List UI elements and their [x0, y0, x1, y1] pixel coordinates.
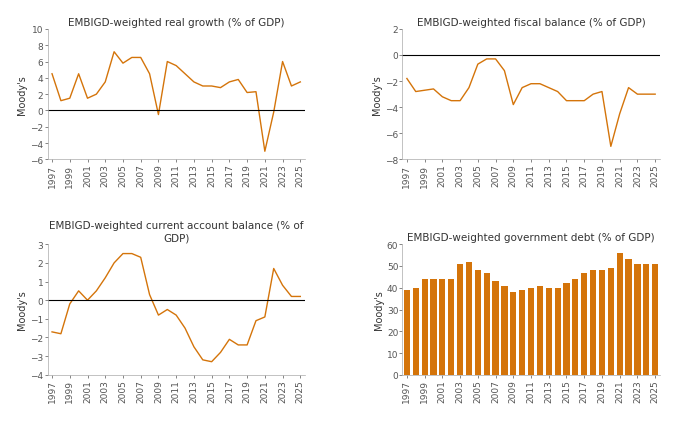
Bar [404, 290, 410, 375]
Bar [573, 279, 579, 375]
Bar [439, 279, 445, 375]
Bar [519, 290, 525, 375]
Y-axis label: Moody's: Moody's [18, 290, 27, 330]
Bar [626, 260, 632, 375]
Bar [457, 264, 463, 375]
Bar [608, 268, 614, 375]
Bar [599, 271, 605, 375]
Bar [483, 273, 490, 375]
Bar [537, 286, 543, 375]
Bar [564, 284, 570, 375]
Y-axis label: Moody's: Moody's [18, 75, 27, 115]
Title: EMBIGD-weighted current account balance (% of
GDP): EMBIGD-weighted current account balance … [49, 221, 303, 242]
Bar [634, 264, 641, 375]
Bar [466, 262, 472, 375]
Bar [448, 279, 454, 375]
Bar [581, 273, 588, 375]
Title: EMBIGD-weighted real growth (% of GDP): EMBIGD-weighted real growth (% of GDP) [68, 18, 284, 28]
Title: EMBIGD-weighted government debt (% of GDP): EMBIGD-weighted government debt (% of GD… [407, 233, 655, 242]
Bar [430, 279, 437, 375]
Bar [652, 264, 658, 375]
Bar [413, 288, 419, 375]
Bar [617, 253, 623, 375]
Title: EMBIGD-weighted fiscal balance (% of GDP): EMBIGD-weighted fiscal balance (% of GDP… [417, 18, 645, 28]
Bar [422, 279, 428, 375]
Bar [501, 286, 507, 375]
Bar [475, 271, 481, 375]
Bar [492, 282, 498, 375]
Y-axis label: Moody's: Moody's [372, 75, 382, 115]
Bar [510, 292, 516, 375]
Y-axis label: Moody's: Moody's [374, 290, 384, 330]
Bar [545, 288, 552, 375]
Bar [528, 288, 534, 375]
Bar [643, 264, 649, 375]
Bar [590, 271, 596, 375]
Bar [554, 288, 561, 375]
